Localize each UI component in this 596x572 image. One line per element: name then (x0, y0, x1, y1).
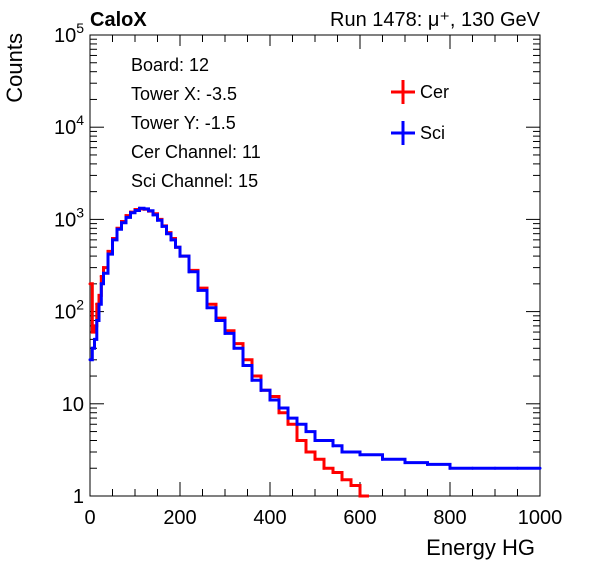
data-point-sci (106, 252, 110, 256)
info-line-cer-channel: Cer Channel: 11 (131, 142, 261, 162)
data-point-cer (88, 282, 92, 286)
data-point-cer (102, 266, 105, 270)
data-point-cer (286, 422, 290, 426)
data-point-sci (115, 227, 119, 231)
x-tick-label: 1000 (518, 507, 563, 529)
info-box-background (118, 46, 358, 196)
data-point-sci (250, 378, 254, 382)
legend-cer-marker (391, 80, 415, 104)
data-point-sci (448, 466, 452, 470)
info-line-board: Board: 12 (131, 55, 209, 75)
data-point-sci (102, 271, 105, 275)
y-tick-label: 103 (54, 204, 84, 231)
legend-sci-label: Sci (420, 123, 445, 143)
x-axis-label: Energy HG (426, 535, 535, 560)
data-point-sci (142, 207, 146, 211)
data-point-cer (106, 249, 110, 253)
data-point-cer (90, 330, 94, 334)
data-point-sci (205, 306, 209, 310)
chart-title-left: CaloX (90, 9, 147, 31)
series-line-sci (90, 206, 540, 470)
data-point-sci (93, 337, 96, 341)
data-point-sci (259, 388, 263, 392)
data-point-sci (160, 224, 164, 228)
y-axis-label: Counts (2, 33, 27, 103)
data-point-sci (196, 288, 200, 292)
legend-sci-marker (391, 121, 415, 145)
x-tick-label: 400 (253, 507, 286, 529)
data-point-sci (232, 346, 236, 350)
data-point-sci (111, 238, 114, 242)
data-point-sci (241, 364, 245, 368)
data-point-sci (331, 444, 335, 448)
series-line-cer (90, 207, 369, 498)
data-point-sci (90, 346, 94, 350)
data-point-sci (381, 457, 384, 461)
x-tick-label: 800 (433, 507, 466, 529)
data-point-sci (156, 218, 159, 222)
data-point-sci (97, 302, 101, 306)
data-point-cer (358, 494, 362, 498)
data-point-sci (471, 466, 474, 470)
x-tick-label: 600 (343, 507, 376, 529)
data-point-sci (147, 209, 150, 213)
y-tick-label: 102 (54, 297, 84, 324)
data-point-sci (295, 422, 299, 426)
data-point-sci (151, 213, 155, 217)
data-point-sci (138, 206, 141, 210)
data-point-sci (187, 270, 191, 274)
data-point-cer (340, 478, 344, 482)
data-point-sci (426, 462, 429, 466)
legend-cer-label: Cer (420, 82, 449, 102)
y-tick-label: 105 (54, 20, 84, 47)
y-tick-label: 1 (73, 486, 84, 508)
data-point-sci (304, 430, 308, 434)
chart-title-right: Run 1478: μ⁺, 130 GeV (330, 9, 541, 31)
x-tick-label: 0 (84, 507, 95, 529)
info-line-tower-y: Tower Y: -1.5 (131, 113, 236, 133)
data-point-sci (313, 438, 317, 442)
data-point-sci (165, 232, 168, 236)
x-tick-label: 200 (163, 507, 196, 529)
data-point-sci (174, 245, 177, 249)
y-tick-label: 104 (54, 112, 84, 139)
data-point-sci (99, 282, 103, 286)
data-point-sci (277, 406, 281, 410)
data-point-sci (322, 438, 326, 442)
data-point-cer (349, 483, 353, 487)
data-point-cer (313, 457, 317, 461)
data-point-sci (169, 238, 173, 242)
data-point-sci (95, 319, 99, 323)
data-point-sci (516, 466, 519, 470)
info-box: Board: 12 Tower X: -3.5 Tower Y: -1.5 Ce… (118, 46, 358, 196)
data-point-sci (88, 358, 92, 362)
data-point-sci (286, 416, 290, 420)
data-point-sci (223, 331, 227, 335)
data-point-sci (493, 466, 497, 470)
data-point-sci (349, 450, 353, 454)
info-line-sci-channel: Sci Channel: 15 (131, 171, 258, 191)
data-point-sci (120, 221, 123, 225)
data-point-sci (129, 211, 132, 215)
data-point-sci (214, 319, 218, 323)
data-point-sci (358, 453, 362, 457)
data-point-sci (268, 398, 272, 402)
data-point-cer (331, 470, 335, 474)
data-point-sci (124, 215, 128, 219)
data-point-cer (304, 450, 308, 454)
y-tick-label: 10 (62, 394, 84, 416)
data-point-sci (340, 450, 344, 454)
data-point-cer (97, 293, 101, 297)
data-point-cer (93, 324, 96, 328)
legend: Cer Sci (391, 80, 449, 145)
data-point-sci (538, 466, 542, 470)
data-point-cer (295, 438, 299, 442)
data-point-sci (133, 208, 137, 212)
data-point-sci (403, 461, 407, 465)
data-point-cer (277, 411, 281, 415)
data-point-sci (178, 254, 182, 258)
info-line-tower-x: Tower X: -3.5 (131, 84, 237, 104)
data-point-cer (322, 466, 326, 470)
